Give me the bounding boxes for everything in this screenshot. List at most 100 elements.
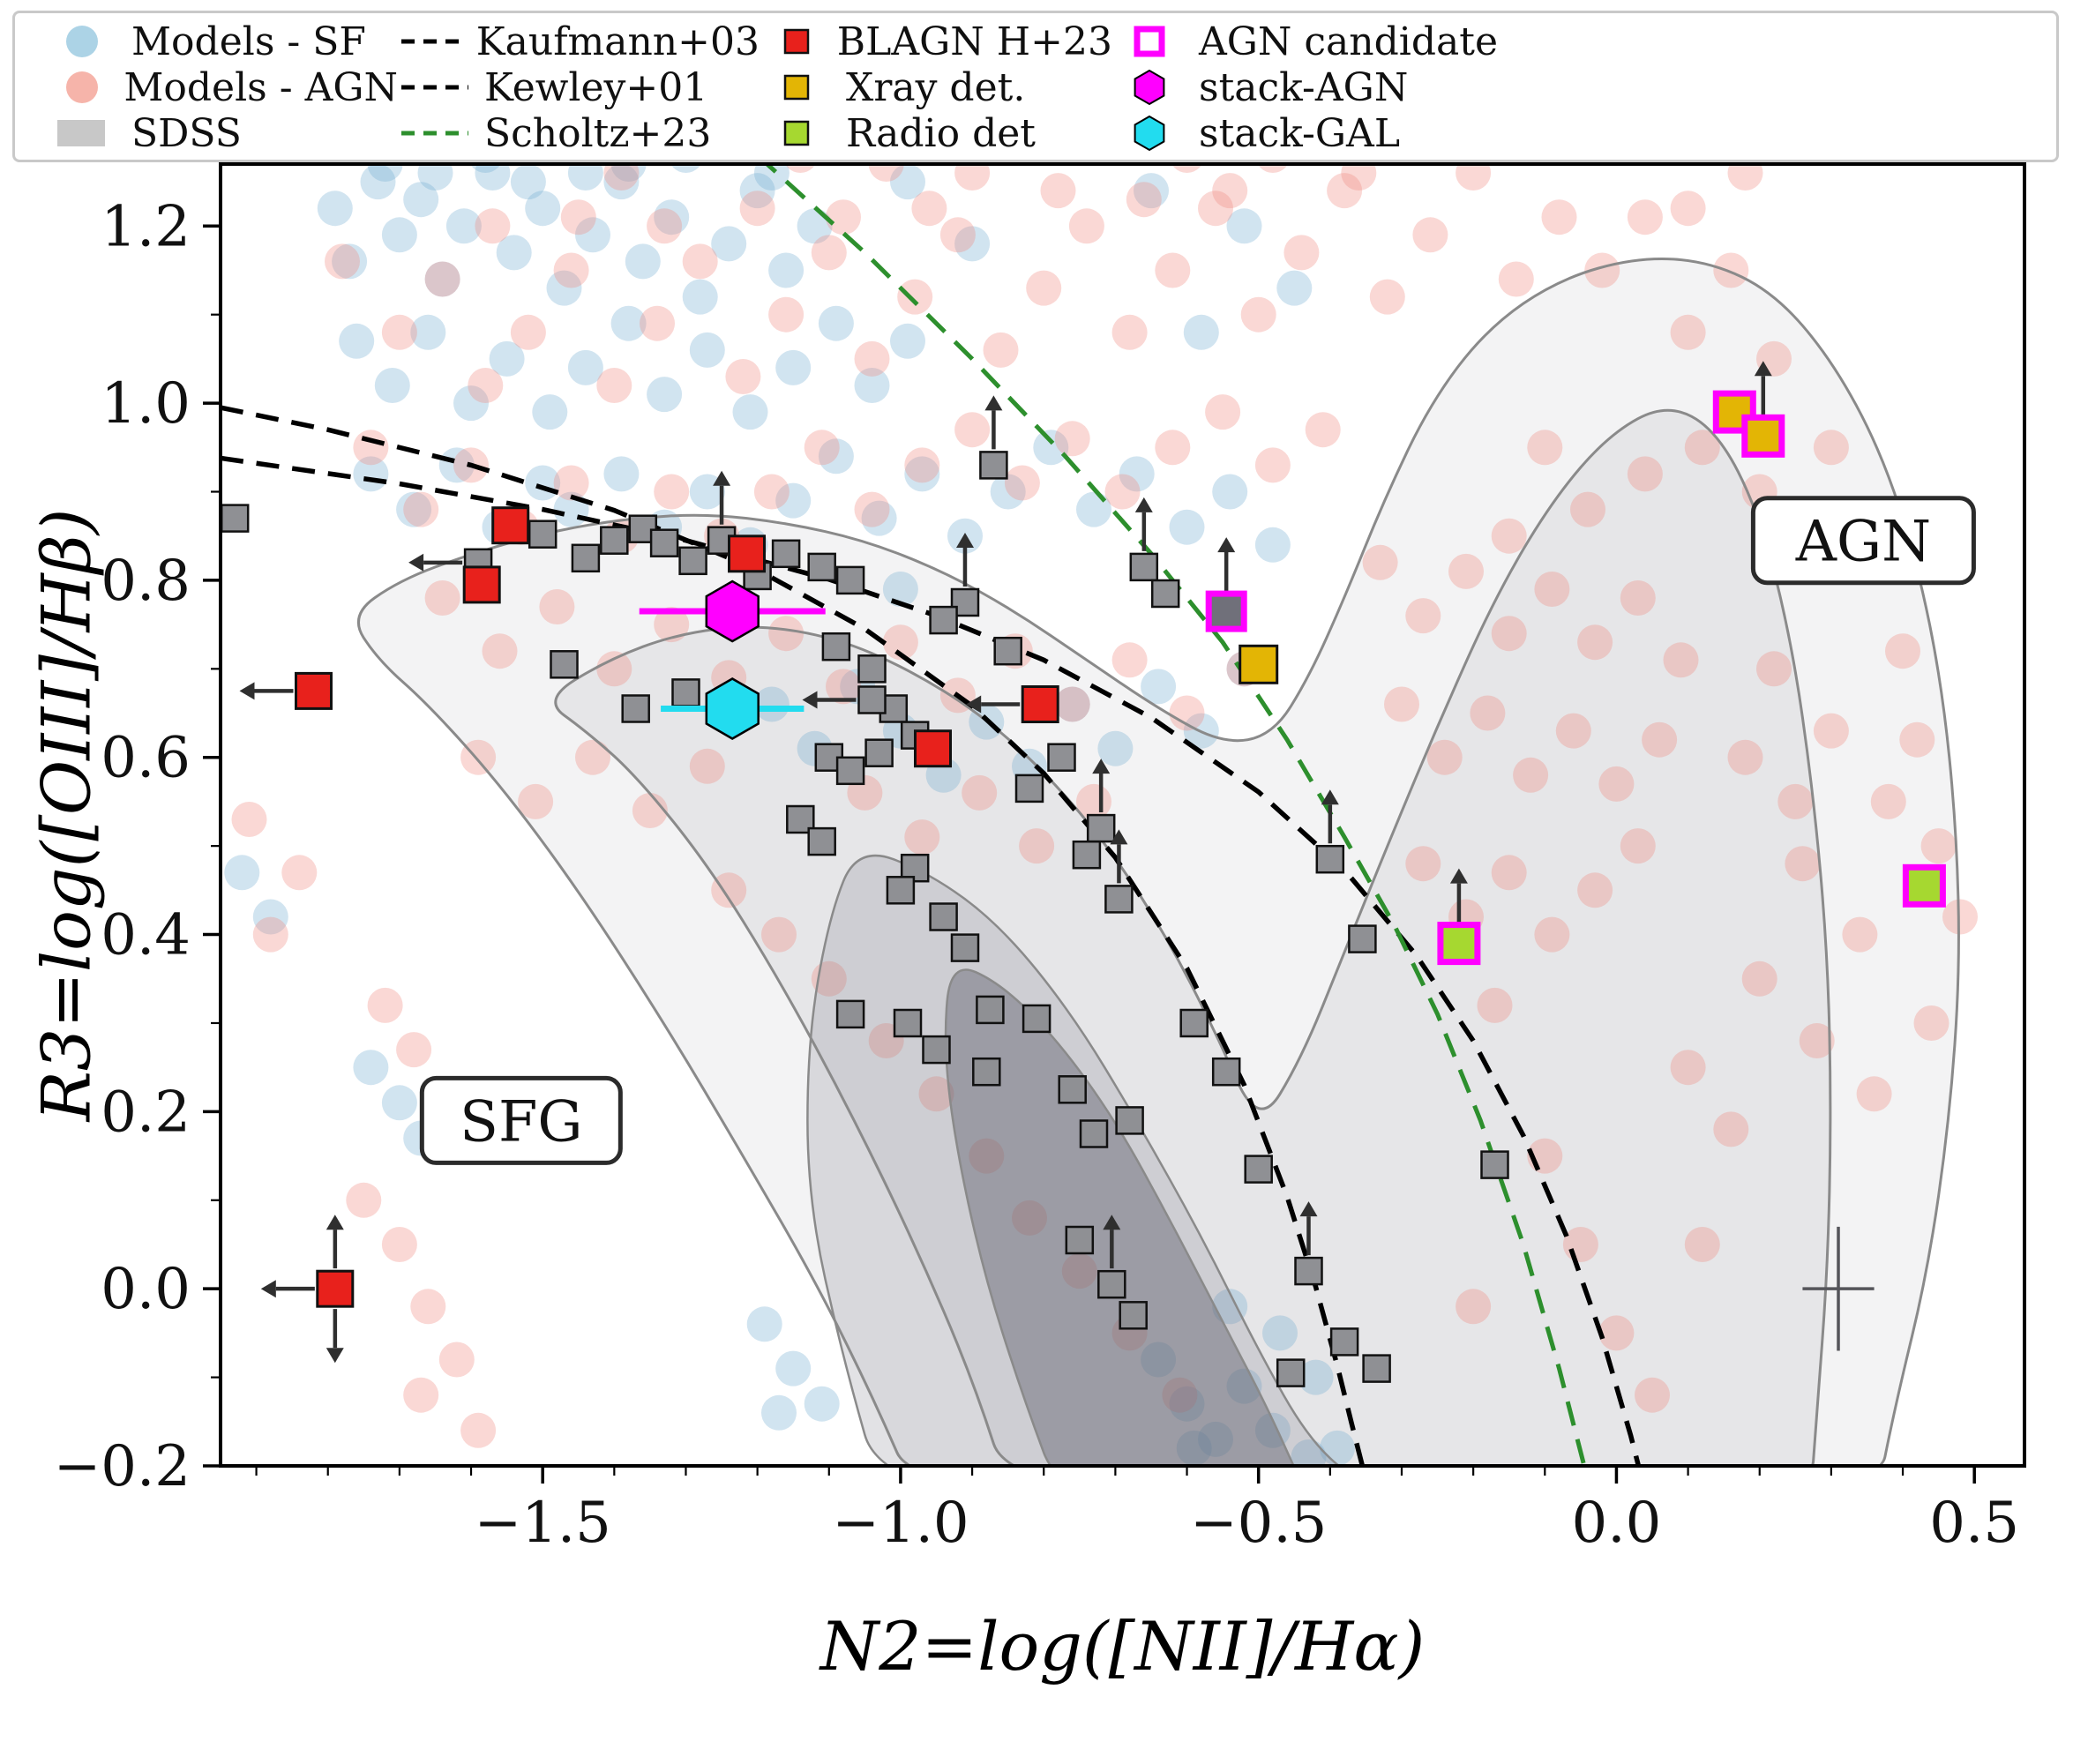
model-agn-point xyxy=(1620,828,1656,864)
model-agn-point xyxy=(1627,199,1663,235)
blagn-point xyxy=(728,534,766,573)
model-sf-point xyxy=(224,855,260,891)
y-tick-label: 1.2 xyxy=(101,194,191,259)
xray-detection-point xyxy=(1239,644,1279,684)
model-sf-point xyxy=(610,305,647,341)
model-sf-point xyxy=(1134,173,1169,209)
model-sf-point xyxy=(689,332,725,368)
legend-item-models-agn: Models - AGN xyxy=(45,64,398,110)
model-agn-point xyxy=(1068,208,1104,244)
model-agn-point xyxy=(438,1342,475,1378)
model-sf-point xyxy=(818,438,854,475)
sample-galaxy-point xyxy=(1047,743,1076,772)
legend-marker-radio-det-icon xyxy=(783,120,810,146)
legend-marker-sdss-icon xyxy=(57,120,105,146)
model-agn-point xyxy=(1491,518,1527,554)
model-agn-point xyxy=(1111,642,1148,678)
model-agn-point xyxy=(1555,713,1591,749)
model-agn-point xyxy=(410,1289,446,1325)
model-agn-point xyxy=(1913,1005,1950,1041)
limit-arrow-head xyxy=(1299,1201,1318,1217)
model-agn-point xyxy=(367,987,403,1023)
model-sf-point xyxy=(753,164,790,191)
model-agn-point xyxy=(1684,430,1720,466)
model-agn-point xyxy=(1534,572,1570,607)
model-agn-point xyxy=(1942,899,1978,935)
model-agn-point xyxy=(897,279,933,315)
sample-galaxy-point xyxy=(649,528,679,557)
sample-galaxy-point xyxy=(528,519,558,549)
limit-arrow-head xyxy=(1103,1215,1121,1230)
sample-galaxy-point xyxy=(1115,1106,1144,1135)
model-agn-point xyxy=(1040,173,1076,209)
legend-marker-scholtz-23-icon xyxy=(401,131,468,136)
model-sf-point xyxy=(861,500,897,536)
model-agn-point xyxy=(689,748,725,784)
model-sf-point xyxy=(410,314,446,350)
model-agn-point xyxy=(596,368,632,403)
model-sf-point xyxy=(775,349,812,385)
sample-galaxy-point xyxy=(1097,1269,1126,1299)
model-agn-point xyxy=(1885,633,1920,669)
model-agn-point xyxy=(1785,846,1821,882)
model-agn-point xyxy=(460,1412,497,1448)
legend-marker-models-sf-icon xyxy=(66,26,98,57)
model-sf-point xyxy=(670,164,701,173)
model-agn-point xyxy=(468,368,504,403)
model-agn-point xyxy=(403,1377,439,1413)
x-axis-label: N2=log([NII]/Hα) xyxy=(819,1607,1426,1686)
model-agn-point xyxy=(281,855,318,891)
model-sf-point xyxy=(546,270,582,306)
model-sf-point xyxy=(1169,509,1205,545)
model-agn-point xyxy=(1369,279,1405,315)
y-axis-label: R3=log([OIII]/Hβ) xyxy=(26,508,106,1122)
model-agn-point xyxy=(1254,447,1291,483)
model-agn-point xyxy=(918,1076,954,1112)
model-agn-point xyxy=(1491,616,1527,652)
model-sf-point xyxy=(1033,430,1069,466)
model-agn-point xyxy=(1155,252,1191,288)
legend-label: Kewley+01 xyxy=(484,64,708,110)
model-agn-point xyxy=(424,261,460,297)
sample-galaxy-point xyxy=(979,451,1008,480)
plot-area-layer: AGN SFG xyxy=(221,164,1978,1466)
y-tick-label: 0.6 xyxy=(101,726,191,791)
model-agn-point xyxy=(252,916,288,953)
model-sf-point xyxy=(332,243,368,280)
region-label-sfg: SFG xyxy=(460,1089,582,1155)
y-tick-label: −0.2 xyxy=(54,1434,191,1499)
model-agn-point xyxy=(1126,182,1162,218)
model-sf-point xyxy=(882,572,918,607)
sample-galaxy-point xyxy=(571,543,601,573)
model-sf-point xyxy=(1176,1430,1212,1466)
stack-agn-marker xyxy=(705,579,760,643)
model-agn-point xyxy=(1205,394,1241,430)
limit-arrow-head xyxy=(1110,829,1128,845)
model-sf-point xyxy=(682,279,718,315)
model-agn-point xyxy=(969,1138,1005,1174)
model-agn-point xyxy=(1842,916,1878,953)
model-sf-point xyxy=(1183,314,1219,350)
model-sf-point xyxy=(252,899,288,935)
model-agn-point xyxy=(1684,1227,1720,1262)
sample-galaxy-point xyxy=(1294,1256,1323,1286)
blagn-point xyxy=(1021,685,1059,723)
sample-galaxy-point xyxy=(1244,1155,1273,1184)
legend-label: Models - AGN xyxy=(123,64,398,110)
legend-marker-stack-gal-icon xyxy=(1134,115,1165,152)
model-sf-point xyxy=(417,164,453,191)
model-agn-point xyxy=(1061,1253,1097,1289)
model-agn-point xyxy=(1727,164,1763,191)
model-agn-point xyxy=(1169,695,1205,731)
limit-arrow-head xyxy=(1754,361,1772,377)
model-agn-point xyxy=(1577,872,1613,908)
model-agn-point xyxy=(1305,412,1341,448)
model-agn-point xyxy=(346,1182,382,1218)
region-label-box-sfg xyxy=(419,1075,623,1165)
sample-galaxy-point xyxy=(976,995,1005,1025)
y-tick-label: 0.2 xyxy=(101,1080,191,1145)
model-sf-point xyxy=(761,1394,797,1431)
limit-arrow-head xyxy=(1092,759,1111,774)
plot-frame xyxy=(219,162,2026,1468)
x-tick-label: 0.0 xyxy=(1572,1491,1662,1556)
